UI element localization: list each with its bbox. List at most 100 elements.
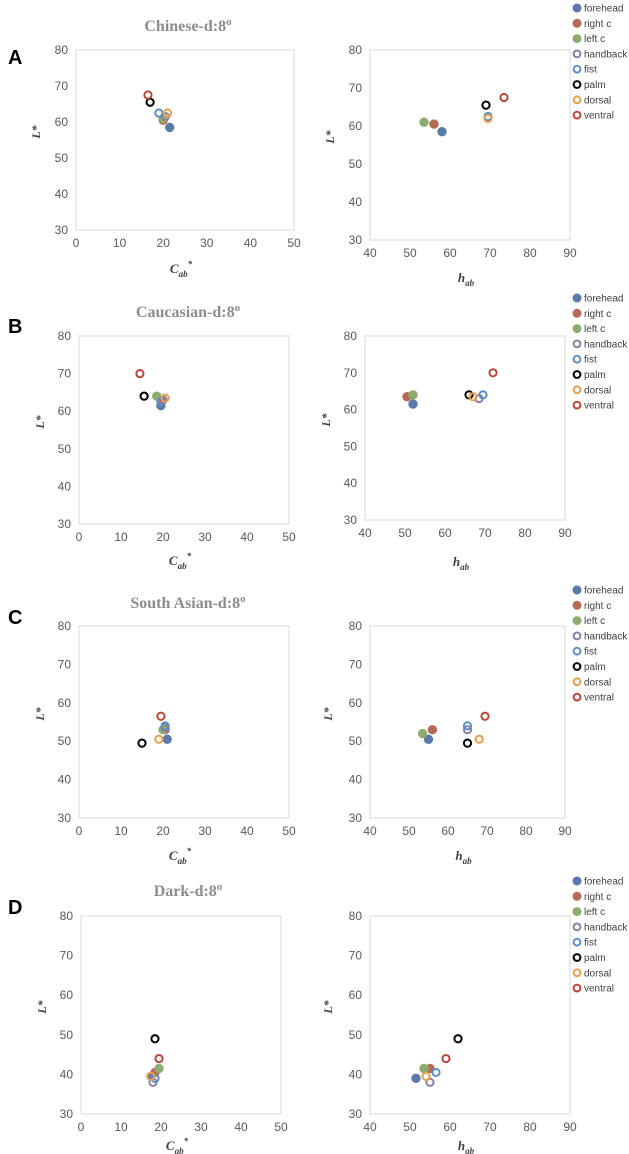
x-axis-label: hab (458, 270, 475, 288)
y-tick-label: 50 (349, 157, 363, 171)
legend-C: forehead right c left c handback fist palm dor… (572, 585, 628, 704)
legend-label: left c (584, 616, 605, 627)
x-tick-label: 0 (78, 1120, 85, 1134)
y-axis-label: L* (29, 124, 43, 139)
point-palm (145, 97, 155, 107)
point-ventral (441, 1053, 451, 1064)
x-axis-label: Cab* (166, 1136, 189, 1154)
point-dorsal (160, 393, 170, 403)
y-tick-label: 30 (349, 811, 363, 825)
y-tick-label: 50 (349, 1028, 363, 1042)
legend-marker (572, 876, 582, 886)
legend-label: ventral (584, 401, 614, 412)
point-palm (481, 100, 491, 110)
y-axis-label: L* (35, 999, 49, 1014)
x-axis-label: Cab* (170, 259, 193, 279)
y-tick-label: 30 (58, 811, 72, 825)
legend-label: palm (584, 953, 606, 964)
point-palm (139, 391, 149, 401)
y-tick-label: 50 (344, 439, 358, 453)
legend-label: right c (584, 892, 611, 903)
y-tick-label: 40 (60, 1067, 74, 1081)
x-tick-label: 20 (156, 824, 170, 838)
legend-marker (572, 385, 582, 395)
point-palm (453, 1034, 463, 1044)
y-tick-label: 30 (344, 513, 358, 527)
x-tick-label: 0 (76, 530, 83, 544)
x-tick-label: 90 (558, 824, 572, 838)
x-tick-label: 50 (403, 246, 417, 260)
legend-label: right c (584, 309, 611, 320)
y-axis-label: L* (321, 706, 335, 721)
x-axis-label: hab (458, 1138, 475, 1154)
legend-marker (572, 922, 582, 932)
legend-label: right c (584, 19, 611, 30)
legend-label: handback (584, 922, 628, 933)
legend-label: handback (584, 631, 628, 642)
plot-area (78, 335, 290, 525)
point-forehead (423, 734, 434, 744)
plot-area (78, 625, 290, 819)
y-tick-label: 70 (349, 949, 363, 963)
legend-label: ventral (584, 984, 614, 995)
y-tick-label: 80 (344, 329, 358, 343)
legend-marker (572, 3, 582, 13)
legend-label: left c (584, 324, 605, 335)
panel-D-title: Dark-d:8o (154, 881, 223, 900)
x-tick-label: 40 (240, 824, 254, 838)
point-fist (160, 721, 170, 731)
legend-label: dorsal (584, 968, 611, 979)
x-tick-label: 30 (198, 530, 212, 544)
legend-label: dorsal (584, 95, 611, 106)
y-tick-label: 50 (58, 734, 72, 748)
point-fist (478, 390, 488, 400)
legend-marker (572, 370, 582, 379)
legend-marker (572, 692, 582, 702)
x-axis-label: Cab* (169, 551, 192, 571)
legend-label: palm (584, 80, 606, 91)
y-axis-label: L* (321, 999, 335, 1014)
legend-marker (572, 953, 582, 962)
legend-label: left c (584, 907, 605, 918)
legend-marker (572, 49, 582, 59)
y-axis-label: L* (319, 412, 333, 427)
x-tick-label: 50 (287, 236, 301, 250)
point-left-c (419, 117, 429, 127)
legend-marker (572, 400, 582, 410)
x-tick-label: 40 (363, 824, 377, 838)
chart-C-left: 0 10 20 30 40 50 30 40 50 60 70 80 Cab* L* (33, 619, 296, 866)
legend-label: ventral (584, 693, 614, 704)
legend-marker (572, 983, 582, 993)
legend-marker (572, 293, 582, 303)
legend-A: forehead right c left c handback fist palm dor… (572, 3, 628, 122)
x-tick-label: 40 (358, 526, 372, 540)
point-ventral (499, 92, 509, 103)
point-handback (462, 725, 473, 735)
panel-B-title: Caucasian-d:8o (136, 302, 241, 321)
panel-letter-B: B (8, 316, 22, 338)
point-ventral (480, 711, 490, 721)
legend-marker (572, 600, 582, 610)
x-tick-label: 50 (402, 824, 416, 838)
legend-marker (572, 64, 582, 74)
point-palm (150, 1034, 160, 1044)
legend-marker (572, 616, 582, 626)
panel-C-title: South Asian-d:8o (130, 593, 246, 612)
x-tick-label: 10 (114, 824, 128, 838)
y-tick-label: 80 (58, 619, 72, 633)
point-dorsal (468, 392, 478, 402)
legend-label: forehead (584, 4, 623, 15)
x-tick-label: 60 (441, 824, 455, 838)
legend-label: handback (584, 339, 628, 350)
x-tick-label: 40 (363, 246, 377, 260)
legend-marker (572, 891, 582, 901)
plot-area (369, 915, 571, 1115)
point-dorsal (162, 108, 173, 118)
chart-A-left: 0 10 20 30 40 50 30 40 50 60 70 80 Cab* L* (29, 43, 301, 279)
legend-label: fist (584, 647, 597, 658)
y-tick-label: 40 (349, 1067, 363, 1081)
